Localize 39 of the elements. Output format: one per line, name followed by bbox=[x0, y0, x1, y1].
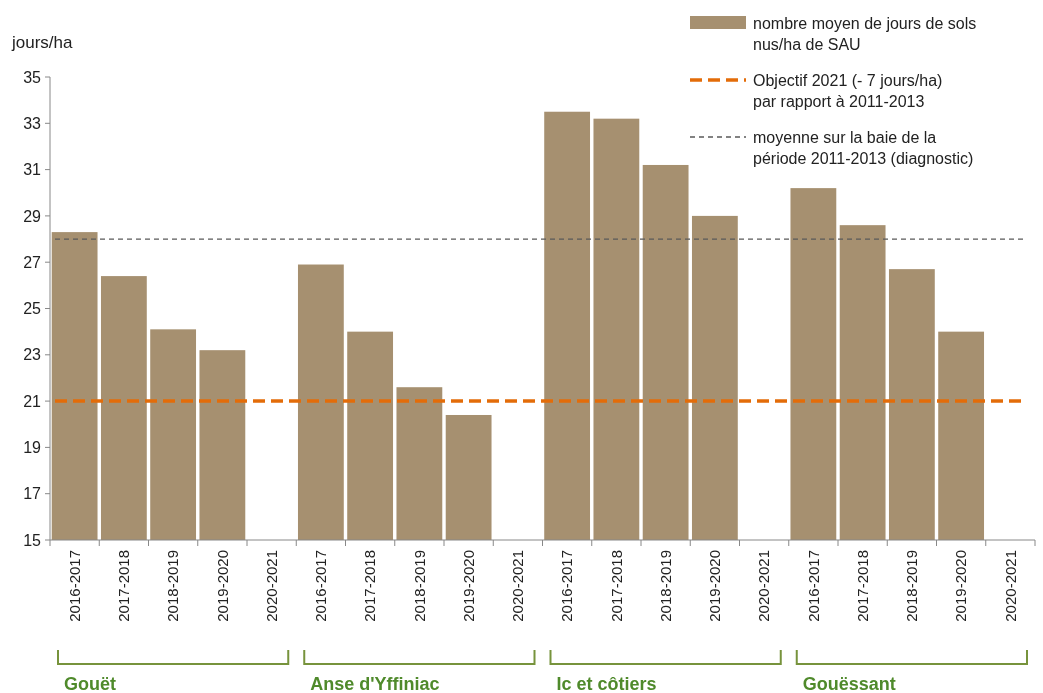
y-tick-label: 29 bbox=[23, 207, 42, 225]
legend-label: Objectif 2021 (- 7 jours/ha) par rapport à 2011-2013 bbox=[753, 72, 943, 110]
x-tick-label: 2020-2021 bbox=[262, 550, 280, 622]
y-tick-label: 33 bbox=[23, 114, 42, 132]
x-tick-label: 2016-2017 bbox=[804, 550, 822, 622]
x-tick-label: 2020-2021 bbox=[509, 550, 527, 622]
y-tick-label: 23 bbox=[23, 346, 42, 364]
x-tick-label: 2018-2019 bbox=[656, 550, 674, 622]
y-tick-label: 27 bbox=[23, 253, 42, 271]
y-tick-label: 31 bbox=[23, 161, 42, 179]
y-axis-title: jours/ha bbox=[11, 33, 74, 52]
x-tick-label: 2018-2019 bbox=[903, 550, 921, 622]
x-tick-label: 2016-2017 bbox=[558, 550, 576, 622]
text: Gouët bbox=[64, 674, 116, 693]
text: Ic et côtiers bbox=[556, 674, 657, 693]
y-tick-label: 25 bbox=[23, 300, 42, 318]
x-tick-label: 2020-2021 bbox=[1001, 550, 1019, 622]
x-tick-label: 2019-2020 bbox=[952, 550, 970, 622]
legend-label: nombre moyen de jours de sols nus/ha de SAU bbox=[753, 15, 977, 53]
x-tick-label: 2016-2017 bbox=[312, 550, 330, 622]
x-tick-label: 2020-2021 bbox=[755, 550, 773, 622]
y-tick-label: 19 bbox=[23, 439, 42, 456]
legend-label: moyenne sur la baie de la période 2011-2013 (diagnostic) bbox=[753, 129, 974, 167]
x-tick-label: 2017-2018 bbox=[361, 550, 379, 622]
x-tick-label: 2019-2020 bbox=[459, 550, 477, 622]
y-tick-label: 15 bbox=[23, 531, 42, 549]
y-tick-label: 35 bbox=[23, 68, 42, 86]
text: Gouëssant bbox=[802, 674, 896, 693]
x-tick-label: 2017-2018 bbox=[115, 550, 133, 622]
x-tick-label: 2019-2020 bbox=[706, 550, 724, 622]
x-tick-label: 2018-2019 bbox=[164, 550, 182, 622]
x-tick-label: 2016-2017 bbox=[65, 550, 83, 622]
y-tick-label: 17 bbox=[23, 485, 42, 503]
text: Anse d'Yffiniac bbox=[310, 674, 440, 693]
x-tick-label: 2018-2019 bbox=[410, 550, 428, 622]
x-tick-label: 2017-2018 bbox=[853, 550, 871, 622]
x-tick-label: 2017-2018 bbox=[607, 550, 625, 622]
x-tick-label: 2019-2020 bbox=[213, 550, 231, 622]
y-tick-label: 21 bbox=[23, 392, 42, 410]
